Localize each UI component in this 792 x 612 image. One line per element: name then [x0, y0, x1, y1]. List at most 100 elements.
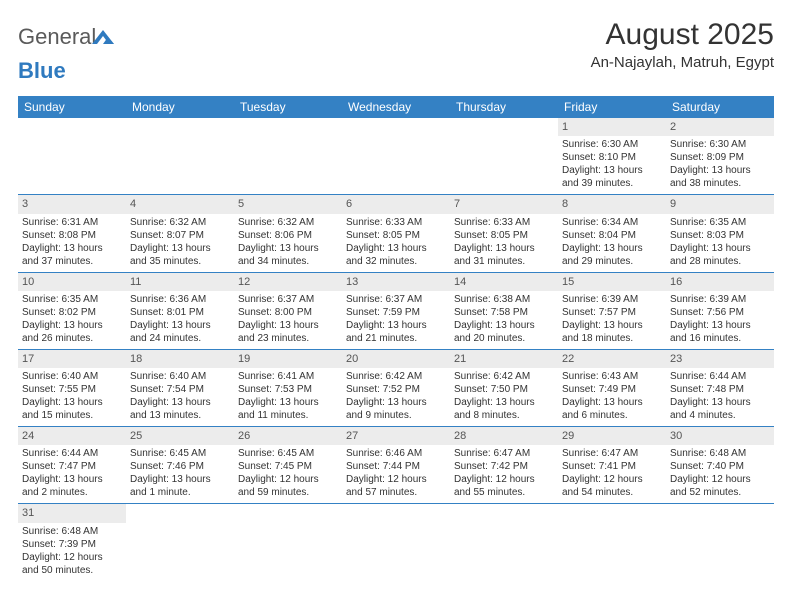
weekday-header: Monday: [126, 96, 234, 118]
sunset-line: Sunset: 7:44 PM: [346, 460, 446, 473]
sunset-line: Sunset: 8:03 PM: [670, 229, 770, 242]
day-details: Sunrise: 6:41 AMSunset: 7:53 PMDaylight:…: [234, 368, 342, 426]
calendar-header-row: SundayMondayTuesdayWednesdayThursdayFrid…: [18, 96, 774, 118]
daylight-line: Daylight: 13 hours and 15 minutes.: [22, 396, 122, 422]
calendar-cell: 8Sunrise: 6:34 AMSunset: 8:04 PMDaylight…: [558, 195, 666, 272]
day-details: Sunrise: 6:36 AMSunset: 8:01 PMDaylight:…: [126, 291, 234, 349]
day-number: 30: [666, 427, 774, 445]
weekday-header: Wednesday: [342, 96, 450, 118]
day-number: 22: [558, 350, 666, 368]
day-details: Sunrise: 6:43 AMSunset: 7:49 PMDaylight:…: [558, 368, 666, 426]
calendar-cell-empty: [558, 504, 666, 581]
sunset-line: Sunset: 7:57 PM: [562, 306, 662, 319]
calendar-cell: 20Sunrise: 6:42 AMSunset: 7:52 PMDayligh…: [342, 349, 450, 426]
daylight-line: Daylight: 12 hours and 57 minutes.: [346, 473, 446, 499]
day-details: Sunrise: 6:35 AMSunset: 8:02 PMDaylight:…: [18, 291, 126, 349]
daylight-line: Daylight: 13 hours and 34 minutes.: [238, 242, 338, 268]
daylight-line: Daylight: 13 hours and 24 minutes.: [130, 319, 230, 345]
day-details: Sunrise: 6:47 AMSunset: 7:41 PMDaylight:…: [558, 445, 666, 503]
sunrise-line: Sunrise: 6:44 AM: [22, 447, 122, 460]
sunset-line: Sunset: 7:39 PM: [22, 538, 122, 551]
calendar-cell: 19Sunrise: 6:41 AMSunset: 7:53 PMDayligh…: [234, 349, 342, 426]
day-number: 31: [18, 504, 126, 522]
sunset-line: Sunset: 7:50 PM: [454, 383, 554, 396]
calendar-cell-empty: [126, 118, 234, 195]
day-number: 12: [234, 273, 342, 291]
sunrise-line: Sunrise: 6:31 AM: [22, 216, 122, 229]
day-number: 7: [450, 195, 558, 213]
calendar-cell: 24Sunrise: 6:44 AMSunset: 7:47 PMDayligh…: [18, 427, 126, 504]
daylight-line: Daylight: 13 hours and 37 minutes.: [22, 242, 122, 268]
calendar-row: 10Sunrise: 6:35 AMSunset: 8:02 PMDayligh…: [18, 272, 774, 349]
sunset-line: Sunset: 7:45 PM: [238, 460, 338, 473]
daylight-line: Daylight: 13 hours and 6 minutes.: [562, 396, 662, 422]
daylight-line: Daylight: 13 hours and 35 minutes.: [130, 242, 230, 268]
sunset-line: Sunset: 7:58 PM: [454, 306, 554, 319]
day-details: Sunrise: 6:37 AMSunset: 8:00 PMDaylight:…: [234, 291, 342, 349]
calendar-cell: 4Sunrise: 6:32 AMSunset: 8:07 PMDaylight…: [126, 195, 234, 272]
sunset-line: Sunset: 7:54 PM: [130, 383, 230, 396]
day-number: 6: [342, 195, 450, 213]
day-details: Sunrise: 6:39 AMSunset: 7:57 PMDaylight:…: [558, 291, 666, 349]
day-number: 23: [666, 350, 774, 368]
calendar-cell: 25Sunrise: 6:45 AMSunset: 7:46 PMDayligh…: [126, 427, 234, 504]
sunrise-line: Sunrise: 6:33 AM: [346, 216, 446, 229]
day-number: 25: [126, 427, 234, 445]
day-number: 17: [18, 350, 126, 368]
calendar-row: 3Sunrise: 6:31 AMSunset: 8:08 PMDaylight…: [18, 195, 774, 272]
day-number: 2: [666, 118, 774, 136]
sunrise-line: Sunrise: 6:41 AM: [238, 370, 338, 383]
sunrise-line: Sunrise: 6:48 AM: [670, 447, 770, 460]
calendar-cell: 23Sunrise: 6:44 AMSunset: 7:48 PMDayligh…: [666, 349, 774, 426]
day-number: 28: [450, 427, 558, 445]
day-details: Sunrise: 6:31 AMSunset: 8:08 PMDaylight:…: [18, 214, 126, 272]
sunset-line: Sunset: 8:05 PM: [346, 229, 446, 242]
daylight-line: Daylight: 13 hours and 1 minute.: [130, 473, 230, 499]
calendar-cell-empty: [234, 118, 342, 195]
sunset-line: Sunset: 7:52 PM: [346, 383, 446, 396]
day-number: 8: [558, 195, 666, 213]
calendar-cell: 29Sunrise: 6:47 AMSunset: 7:41 PMDayligh…: [558, 427, 666, 504]
sunset-line: Sunset: 7:40 PM: [670, 460, 770, 473]
sunset-line: Sunset: 8:01 PM: [130, 306, 230, 319]
sunset-line: Sunset: 7:49 PM: [562, 383, 662, 396]
logo-mark-icon: [92, 24, 114, 50]
calendar-cell: 1Sunrise: 6:30 AMSunset: 8:10 PMDaylight…: [558, 118, 666, 195]
sunrise-line: Sunrise: 6:40 AM: [130, 370, 230, 383]
sunset-line: Sunset: 7:53 PM: [238, 383, 338, 396]
sunrise-line: Sunrise: 6:39 AM: [670, 293, 770, 306]
daylight-line: Daylight: 13 hours and 26 minutes.: [22, 319, 122, 345]
calendar-cell: 21Sunrise: 6:42 AMSunset: 7:50 PMDayligh…: [450, 349, 558, 426]
calendar-row: 17Sunrise: 6:40 AMSunset: 7:55 PMDayligh…: [18, 349, 774, 426]
sunrise-line: Sunrise: 6:33 AM: [454, 216, 554, 229]
sunrise-line: Sunrise: 6:39 AM: [562, 293, 662, 306]
sunset-line: Sunset: 7:41 PM: [562, 460, 662, 473]
weekday-header: Saturday: [666, 96, 774, 118]
day-details: Sunrise: 6:42 AMSunset: 7:52 PMDaylight:…: [342, 368, 450, 426]
sunrise-line: Sunrise: 6:47 AM: [562, 447, 662, 460]
sunrise-line: Sunrise: 6:47 AM: [454, 447, 554, 460]
calendar-row: 1Sunrise: 6:30 AMSunset: 8:10 PMDaylight…: [18, 118, 774, 195]
sunrise-line: Sunrise: 6:30 AM: [670, 138, 770, 151]
day-number: 14: [450, 273, 558, 291]
day-number: 13: [342, 273, 450, 291]
daylight-line: Daylight: 13 hours and 8 minutes.: [454, 396, 554, 422]
calendar-cell: 12Sunrise: 6:37 AMSunset: 8:00 PMDayligh…: [234, 272, 342, 349]
day-details: Sunrise: 6:48 AMSunset: 7:40 PMDaylight:…: [666, 445, 774, 503]
day-details: Sunrise: 6:32 AMSunset: 8:07 PMDaylight:…: [126, 214, 234, 272]
calendar-row: 31Sunrise: 6:48 AMSunset: 7:39 PMDayligh…: [18, 504, 774, 581]
sunrise-line: Sunrise: 6:32 AM: [238, 216, 338, 229]
calendar-cell: 13Sunrise: 6:37 AMSunset: 7:59 PMDayligh…: [342, 272, 450, 349]
daylight-line: Daylight: 13 hours and 29 minutes.: [562, 242, 662, 268]
calendar-cell-empty: [666, 504, 774, 581]
daylight-line: Daylight: 12 hours and 50 minutes.: [22, 551, 122, 577]
sunrise-line: Sunrise: 6:38 AM: [454, 293, 554, 306]
day-details: Sunrise: 6:33 AMSunset: 8:05 PMDaylight:…: [342, 214, 450, 272]
daylight-line: Daylight: 13 hours and 11 minutes.: [238, 396, 338, 422]
daylight-line: Daylight: 12 hours and 52 minutes.: [670, 473, 770, 499]
daylight-line: Daylight: 13 hours and 31 minutes.: [454, 242, 554, 268]
day-details: Sunrise: 6:45 AMSunset: 7:46 PMDaylight:…: [126, 445, 234, 503]
day-number: 10: [18, 273, 126, 291]
calendar-cell-empty: [450, 504, 558, 581]
day-details: Sunrise: 6:40 AMSunset: 7:54 PMDaylight:…: [126, 368, 234, 426]
